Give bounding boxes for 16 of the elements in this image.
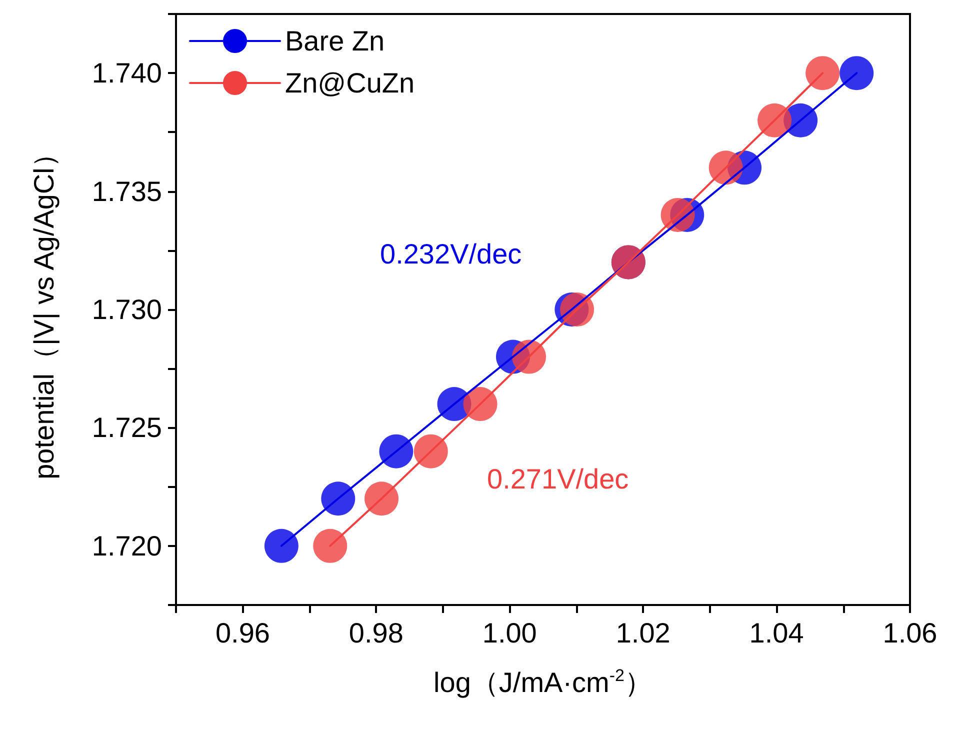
- x-tick-label: 1.02: [616, 618, 670, 648]
- text: 1.00: [482, 618, 537, 648]
- y-tick-label: 1.735: [92, 176, 162, 207]
- x-tick-label: 1.04: [749, 618, 804, 648]
- y-axis-title: potential（|V| vs Ag/AgCl）: [28, 140, 60, 480]
- annotation: 0.232V/dec: [380, 238, 522, 270]
- x-tick-label: 0.98: [348, 618, 404, 648]
- legend-label: Bare Zn: [285, 26, 385, 56]
- x-tick-label: 0.96: [215, 618, 270, 648]
- legend-label: Zn@CuZn: [285, 68, 415, 98]
- text: 1.720: [92, 530, 162, 562]
- annotation: 0.271V/dec: [487, 464, 629, 494]
- text: 1.740: [92, 58, 162, 89]
- y-tick-label: 1.725: [92, 412, 162, 444]
- text: 1.730: [92, 294, 162, 325]
- x-tick-label: 1.06: [882, 618, 938, 648]
